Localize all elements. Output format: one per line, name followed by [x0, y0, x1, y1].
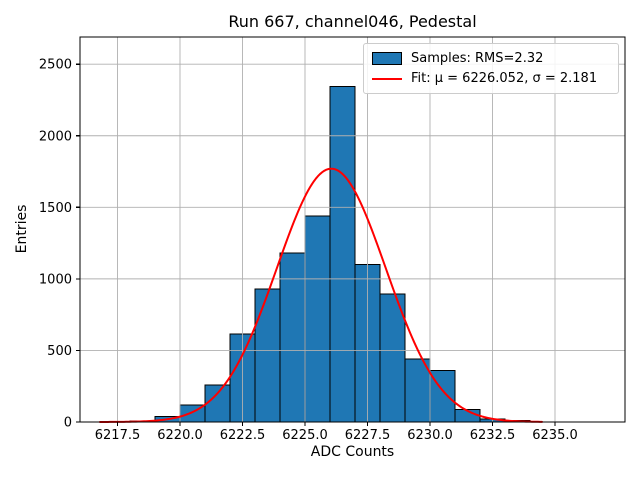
legend-fit-label: Fit: μ = 6226.052, σ = 2.181 — [411, 71, 598, 87]
gaussian-fit-line — [99, 167, 543, 423]
fit-line-swatch-icon — [372, 77, 402, 80]
x-tick-label: 6232.5 — [470, 428, 516, 443]
x-tick-label: 6230.0 — [407, 428, 453, 443]
histogram-swatch-icon — [372, 51, 402, 65]
legend: Samples: RMS=2.32 Fit: μ = 6226.052, σ =… — [363, 43, 619, 94]
y-tick-label: 0 — [64, 416, 72, 431]
legend-samples-label: Samples: RMS=2.32 — [411, 50, 544, 66]
chart-title: Run 667, channel046, Pedestal — [228, 12, 477, 31]
plot-border — [79, 36, 626, 423]
fit-curve — [99, 167, 543, 423]
histogram-bar — [204, 384, 231, 423]
histogram-bars — [129, 85, 531, 423]
histogram-bar — [304, 215, 331, 423]
x-tick-label: 6222.5 — [220, 428, 266, 443]
y-tick-label: 1500 — [39, 201, 72, 216]
x-tick-label: 6220.0 — [157, 428, 203, 443]
histogram-bar — [404, 358, 431, 423]
histogram-bar — [329, 85, 356, 423]
y-tick-label: 500 — [47, 344, 72, 359]
axes-spines — [79, 36, 626, 423]
histogram-bar — [254, 288, 281, 423]
axis-ticks: 6217.5 6220.0 6222.5 6225.0 6227.5 6230.0 6232… — [39, 58, 578, 443]
y-tick-label: 1000 — [39, 272, 72, 287]
x-tick-label: 6225.0 — [282, 428, 328, 443]
x-tick-label: 6235.0 — [532, 428, 578, 443]
legend-item-samples: Samples: RMS=2.32 — [372, 51, 610, 66]
x-tick-label: 6227.5 — [345, 428, 391, 443]
y-axis-label: Entries — [14, 204, 30, 254]
y-tick-label: 2500 — [39, 58, 72, 73]
x-axis-label: ADC Counts — [310, 444, 395, 460]
y-tick-label: 2000 — [39, 129, 72, 144]
x-tick-label: 6217.5 — [95, 428, 141, 443]
legend-item-fit: Fit: μ = 6226.052, σ = 2.181 — [372, 71, 610, 86]
